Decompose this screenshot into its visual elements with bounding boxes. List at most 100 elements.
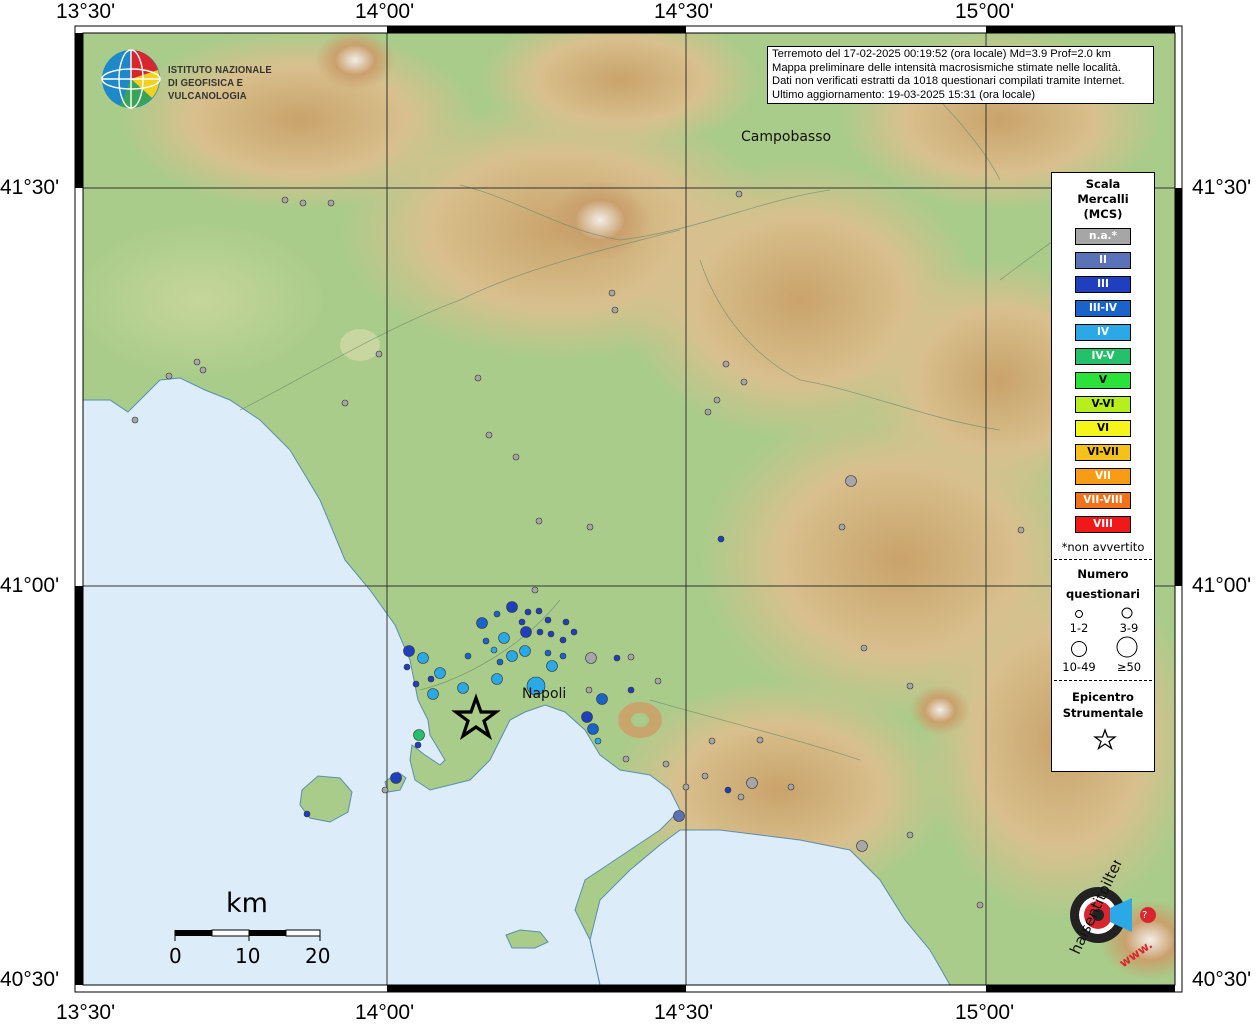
- lat-label-right: 41°30': [1192, 176, 1252, 199]
- intensity-point: [570, 628, 578, 636]
- intensity-point: [299, 199, 307, 207]
- map-frame-ticks: [75, 26, 1182, 992]
- intensity-point: [737, 793, 745, 801]
- intensity-point: [713, 396, 721, 404]
- mcs-class-viii: VIII: [1075, 516, 1131, 533]
- mcs-class-vii-viii: VII-VIII: [1075, 492, 1131, 509]
- intensity-point: [485, 431, 493, 439]
- intensity-point: [524, 608, 532, 616]
- intensity-point: [701, 772, 709, 780]
- intensity-point: [708, 737, 716, 745]
- intensity-point: [512, 453, 520, 461]
- intensity-point: [520, 626, 532, 638]
- intensity-point: [281, 196, 289, 204]
- ingv-logo: ISTITUTO NAZIONALE DI GEOFISICA E VULCAN…: [100, 48, 330, 110]
- legend-title-line: Epicentro: [1072, 690, 1134, 704]
- intensity-point: [413, 729, 425, 741]
- intensity-point: [756, 736, 764, 744]
- mcs-class-v-vi: V-VI: [1075, 396, 1131, 413]
- intensity-point: [735, 190, 743, 198]
- mcs-class-ii: II: [1075, 252, 1131, 269]
- legend-title: Scala Mercalli (MCS): [1052, 177, 1154, 222]
- intensity-point: [722, 360, 730, 368]
- intensity-point: [740, 378, 748, 386]
- gulf-salerno: [589, 829, 951, 985]
- intensity-point: [673, 810, 685, 822]
- intensity-point: [1017, 526, 1025, 534]
- numero-questionari-title: Numero questionari: [1052, 564, 1154, 604]
- intensity-point: [531, 586, 539, 594]
- mcs-class-vi: VI: [1075, 420, 1131, 437]
- lat-label-left: 41°30': [0, 176, 60, 199]
- intensity-point: [724, 786, 732, 794]
- intensity-point: [613, 654, 621, 662]
- intensity-point: [412, 680, 420, 688]
- intensity-point: [585, 652, 597, 664]
- intensity-point: [682, 783, 690, 791]
- intensity-point: [746, 777, 758, 789]
- legend-title-line: Mercalli: [1077, 192, 1129, 206]
- intensity-point: [596, 693, 608, 705]
- scalebar-tick-label: 10: [235, 944, 261, 968]
- intensity-point: [496, 658, 504, 666]
- intensity-point: [375, 350, 383, 358]
- scalebar-tick-label: 0: [169, 944, 182, 968]
- mcs-class-iv: IV: [1075, 324, 1131, 341]
- intensity-point: [427, 675, 435, 683]
- ingv-name-line1: ISTITUTO NAZIONALE: [168, 64, 272, 76]
- mcs-class-iii-iv: III-IV: [1075, 300, 1131, 317]
- intensity-point: [622, 755, 630, 763]
- mcs-class-v: V: [1075, 372, 1131, 389]
- legend-title-line: (MCS): [1083, 207, 1123, 221]
- ischia: [299, 775, 353, 823]
- intensity-point: [506, 650, 518, 662]
- intensity-point: [390, 772, 402, 784]
- intensity-point: [856, 840, 868, 852]
- event-info-box: Terremoto del 17-02-2025 00:19:52 (ora l…: [767, 46, 1154, 104]
- lat-label-left: 40°30': [0, 968, 60, 991]
- lat-label-right: 40°30': [1192, 968, 1252, 991]
- intensity-point: [303, 810, 311, 818]
- size-legend-label: 3-9: [1119, 621, 1139, 635]
- intensity-point: [838, 523, 846, 531]
- intensity-point: [491, 673, 503, 685]
- intensity-point: [403, 663, 411, 671]
- size-legend-label: 10-49: [1062, 660, 1096, 674]
- mcs-class-iv-v: IV-V: [1075, 348, 1131, 365]
- mcs-class-vi-vii: VI-VII: [1075, 444, 1131, 461]
- intensity-point: [594, 737, 602, 745]
- size-legend-circles: [1071, 607, 1138, 658]
- intensity-point: [845, 475, 857, 487]
- macroseismic-points: [131, 190, 1025, 909]
- size-legend-label: 1-2: [1069, 621, 1089, 635]
- intensity-point: [654, 677, 662, 685]
- intensity-point: [493, 610, 501, 618]
- intensity-point: [381, 786, 389, 794]
- intensity-point: [860, 644, 868, 652]
- intensity-point: [787, 783, 795, 791]
- city-label-napoli: Napoli: [522, 686, 567, 702]
- intensity-point: [474, 374, 482, 382]
- graticule: [83, 33, 1175, 985]
- intensity-point: [536, 628, 544, 636]
- intensity-point: [193, 358, 201, 366]
- legend-title-line: Strumentale: [1062, 706, 1144, 720]
- watermark-url: www.: [1117, 937, 1155, 970]
- epicentro-title: Epicentro Strumentale: [1052, 689, 1154, 721]
- size-legend-label: ≥50: [1116, 660, 1142, 674]
- lon-label-top: 14°30': [654, 0, 714, 23]
- tyrrhenian-sea: [83, 377, 681, 985]
- intensity-point: [427, 688, 439, 700]
- intensity-point: [544, 616, 552, 624]
- intensity-point: [906, 682, 914, 690]
- capri: [505, 929, 549, 949]
- legend-title-line: Scala: [1085, 177, 1121, 191]
- intensity-point: [562, 618, 570, 626]
- intensity-point: [547, 630, 555, 638]
- intensity-point: [559, 652, 567, 660]
- intensity-point: [476, 617, 488, 629]
- intensity-point: [906, 831, 914, 839]
- event-info-line: Mappa preliminare delle intensità macros…: [772, 61, 1121, 74]
- intensity-point: [434, 667, 446, 679]
